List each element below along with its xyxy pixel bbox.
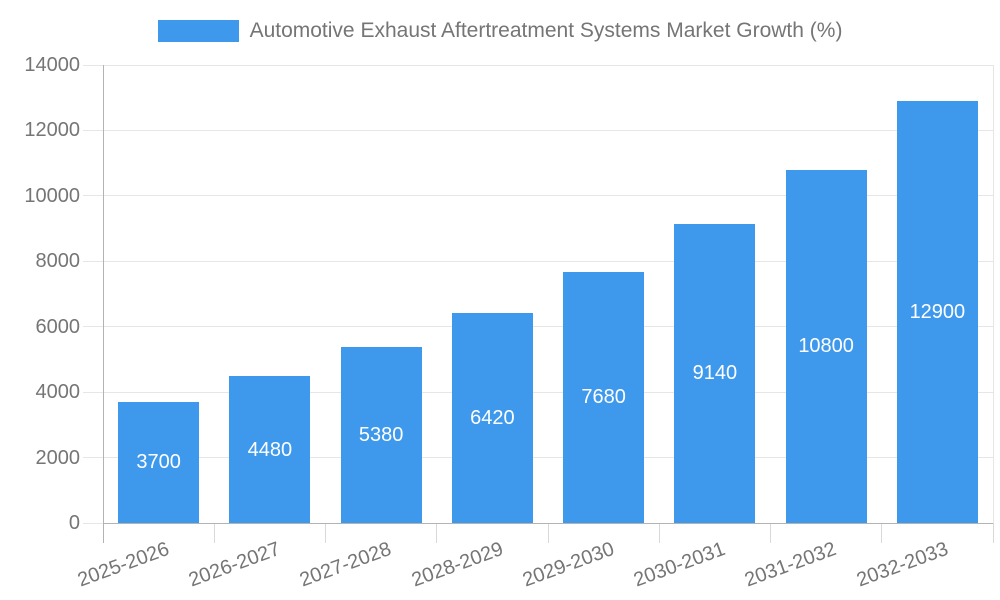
bar-2026-2027: [229, 376, 311, 523]
bar-value-label: 9140: [692, 362, 738, 385]
y-axis-label-0: 0: [68, 512, 80, 534]
x-axis-label-2031-2032: 2031-2032: [742, 538, 840, 592]
y-axis-label-14000: 14000: [24, 54, 80, 76]
x-axis-label-2032-2033: 2032-2033: [853, 538, 951, 592]
gridline-y-6000: [103, 326, 993, 328]
y-axis-tick-8000: [83, 260, 103, 262]
x-axis-label-2030-2031: 2030-2031: [630, 538, 729, 592]
x-axis-tick-2: [325, 523, 326, 543]
y-axis-tick-0: [83, 522, 103, 524]
x-axis-tick-5: [658, 523, 660, 543]
x-axis-label-2025-2026: 2025-2026: [74, 538, 173, 592]
y-axis-label-2000: 2000: [35, 446, 81, 469]
bar-2027-2028: [340, 346, 422, 523]
bar-2032-2033: [896, 100, 978, 523]
gridline-y-12000: [103, 129, 993, 131]
y-axis-tick-2000: [83, 457, 103, 459]
bar-value-label: 5380: [358, 423, 404, 446]
bar-value-label: 6420: [470, 406, 515, 429]
chart-legend: Automotive Exhaust Aftertreatment System…: [0, 19, 1000, 43]
x-axis-label-2029-2030: 2029-2030: [519, 538, 618, 592]
x-axis-tick-1: [213, 523, 215, 543]
bar-value-label: 4480: [247, 438, 293, 461]
gridline-y-10000: [103, 195, 993, 197]
bar-2028-2029: [451, 312, 533, 523]
gridline-y-2000: [103, 457, 993, 459]
y-axis-tick-4000: [83, 391, 103, 393]
y-axis-label-8000: 8000: [35, 250, 81, 273]
bar-2031-2032: [785, 169, 867, 523]
x-axis-tick-4: [547, 523, 549, 543]
bar-2025-2026: [118, 401, 200, 523]
bar-2030-2031: [674, 223, 756, 523]
x-axis-tick-6: [770, 523, 771, 543]
bar-value-label: 12900: [909, 300, 966, 323]
y-axis-label-12000: 12000: [24, 119, 80, 142]
legend-label: Automotive Exhaust Aftertreatment System…: [249, 19, 843, 42]
bar-value-label: 3700: [136, 451, 181, 474]
y-axis-tick-12000: [83, 129, 103, 131]
bar-value-label: 7680: [581, 386, 626, 409]
y-axis-label-4000: 4000: [35, 381, 81, 404]
legend-swatch: [157, 20, 239, 42]
plot-border-right: [992, 65, 994, 523]
gridline-y-14000: [103, 64, 993, 66]
y-axis-tick-10000: [83, 195, 103, 197]
y-axis-tick-6000: [83, 326, 103, 328]
x-axis-tick-3: [436, 523, 438, 543]
gridline-y-8000: [103, 260, 993, 262]
y-axis-label-10000: 10000: [24, 184, 80, 207]
x-axis-label-2026-2027: 2026-2027: [185, 538, 284, 592]
x-axis-tick-7: [881, 523, 883, 543]
bar-2029-2030: [563, 271, 645, 523]
y-axis-line: [102, 65, 104, 543]
x-axis-label-2028-2029: 2028-2029: [408, 538, 506, 592]
y-axis-label-6000: 6000: [35, 315, 81, 338]
bar-value-label: 10800: [798, 335, 854, 358]
gridline-y-4000: [103, 391, 993, 393]
x-axis-tick-8: [992, 523, 994, 543]
x-axis-label-2027-2028: 2027-2028: [297, 538, 395, 592]
y-axis-tick-14000: [83, 64, 103, 66]
x-axis-line: [103, 522, 993, 524]
